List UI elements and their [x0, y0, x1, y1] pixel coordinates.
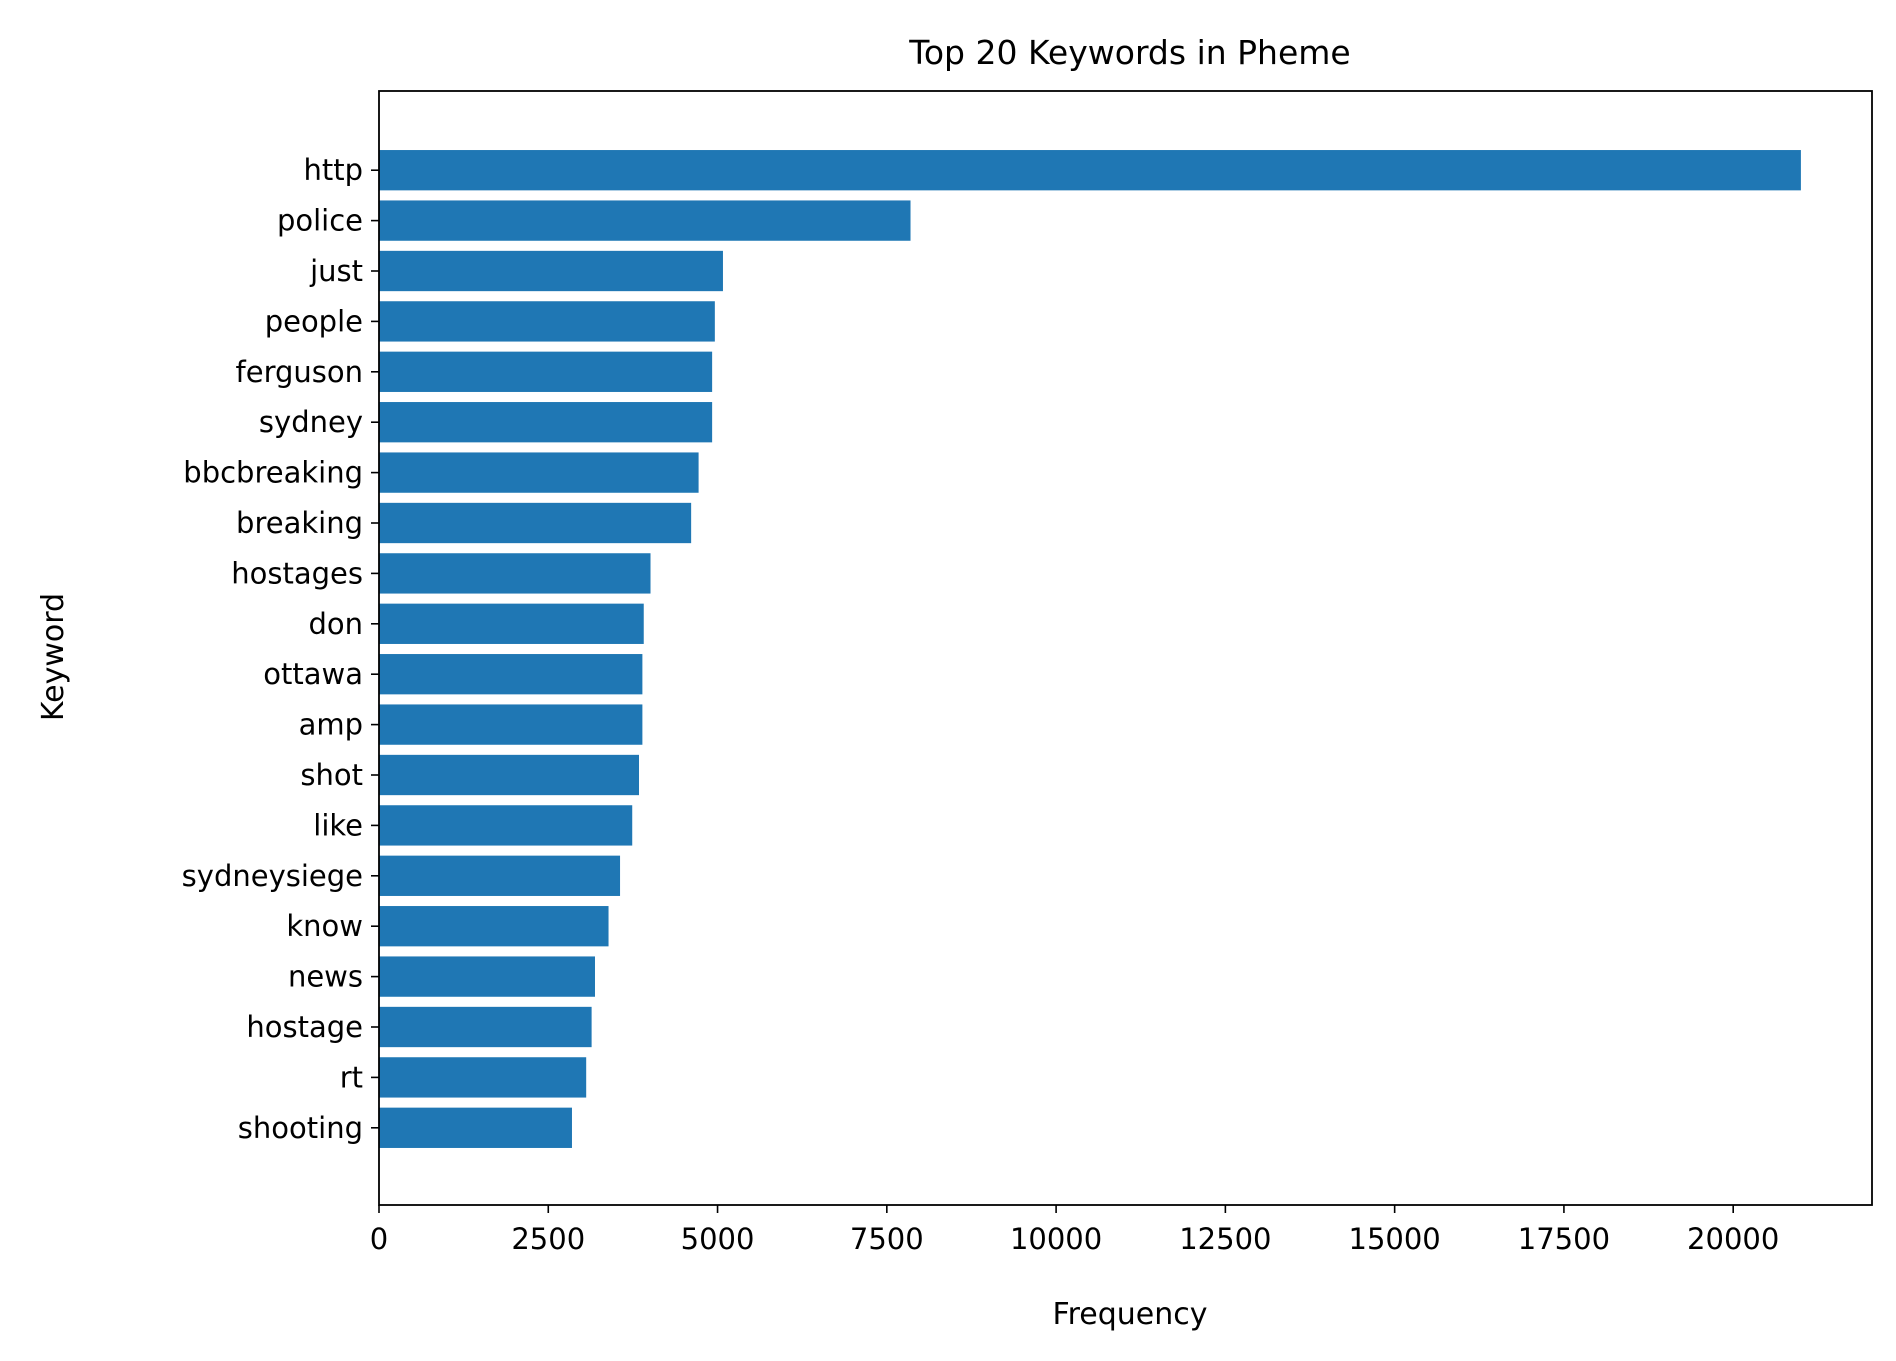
y-tick-label-people: people — [265, 304, 363, 338]
y-tick-label-ottawa: ottawa — [263, 657, 363, 691]
y-tick-label-shot: shot — [300, 758, 363, 792]
bar-amp — [379, 704, 643, 745]
y-tick-label-amp: amp — [299, 708, 363, 742]
bar-sydneysiege — [379, 855, 621, 896]
y-tick-label-like: like — [313, 808, 363, 842]
bar-hostage — [379, 1006, 592, 1048]
bar-rt — [379, 1057, 587, 1098]
bar-ottawa — [379, 654, 643, 695]
bar-police — [379, 200, 911, 241]
bar-http — [379, 150, 1801, 191]
bar-know — [379, 906, 609, 947]
y-tick-label-ferguson: ferguson — [236, 355, 363, 389]
y-tick-label-shooting: shooting — [238, 1111, 363, 1145]
y-tick-label-bbcbreaking: bbcbreaking — [183, 456, 363, 490]
bar-shot — [379, 754, 640, 796]
chart-title: Top 20 Keywords in Pheme — [908, 33, 1350, 72]
y-tick-label-rt: rt — [340, 1060, 363, 1094]
x-tick-label-15000: 15000 — [1349, 1222, 1441, 1256]
y-tick-label-don: don — [308, 607, 363, 641]
y-tick-label-hostage: hostage — [246, 1010, 363, 1044]
y-tick-label-sydneysiege: sydneysiege — [182, 859, 363, 893]
bar-don — [379, 603, 644, 644]
y-tick-label-just: just — [309, 254, 363, 288]
y-tick-label-know: know — [286, 909, 363, 943]
x-tick-label-5000: 5000 — [681, 1222, 755, 1256]
x-tick-label-20000: 20000 — [1687, 1222, 1779, 1256]
bar-news — [379, 956, 595, 997]
bar-like — [379, 805, 633, 846]
x-tick-label-2500: 2500 — [511, 1222, 585, 1256]
x-tick-label-17500: 17500 — [1518, 1222, 1610, 1256]
x-tick-label-12500: 12500 — [1179, 1222, 1271, 1256]
bar-just — [379, 250, 723, 292]
y-tick-label-news: news — [288, 960, 363, 994]
x-tick-label-0: 0 — [370, 1222, 388, 1256]
x-tick-label-7500: 7500 — [850, 1222, 924, 1256]
bar-people — [379, 301, 715, 342]
bar-hostages — [379, 553, 651, 594]
y-tick-label-sydney: sydney — [259, 405, 363, 439]
y-tick-label-http: http — [303, 153, 363, 187]
bar-bbcbreaking — [379, 452, 699, 493]
y-tick-label-hostages: hostages — [231, 556, 363, 590]
bar-breaking — [379, 502, 692, 544]
y-tick-label-police: police — [277, 204, 363, 238]
y-tick-label-breaking: breaking — [236, 506, 363, 540]
bar-sydney — [379, 402, 713, 443]
plot-frame — [378, 90, 1873, 1206]
x-axis-label: Frequency — [1053, 1297, 1208, 1332]
y-axis-label: Keyword — [36, 593, 71, 721]
plot-area: http police just people ferguson sydney bbcbre… — [182, 90, 1873, 1256]
bar-ferguson — [379, 351, 713, 392]
bar-shooting — [379, 1107, 572, 1148]
x-tick-label-10000: 10000 — [1010, 1222, 1102, 1256]
